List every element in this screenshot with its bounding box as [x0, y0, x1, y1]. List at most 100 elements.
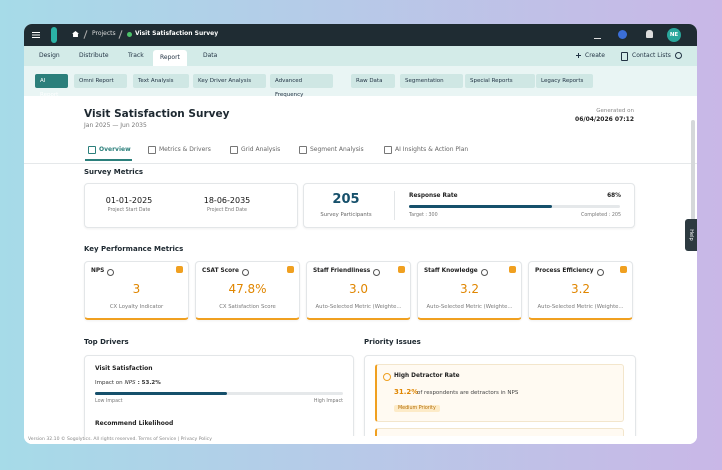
kpi-badge: [509, 266, 516, 273]
driver-impact: Impact on NPS: 53.2%: [95, 380, 161, 386]
scrollbar: [691, 120, 695, 220]
avatar[interactable]: NE: [667, 28, 681, 42]
info-icon: [107, 269, 114, 276]
separator: [83, 30, 88, 39]
nav-tab[interactable]: Track: [128, 52, 144, 59]
response-value: 68%: [607, 193, 621, 199]
date-label: Project Start Date: [107, 208, 151, 213]
drivers-card: Visit Satisfaction Impact on NPS: 53.2% Low…: [84, 355, 354, 444]
kpi-value: 47.8%: [228, 282, 267, 296]
tab-underline: [85, 159, 132, 161]
breadcrumb-projects[interactable]: Projects: [92, 30, 116, 37]
nav-tab[interactable]: Report: [153, 50, 187, 66]
top-bar: Projects Visit Satisfaction Survey NE: [24, 24, 697, 46]
response-card: 205 Survey Participants Response Rate 68% Ta…: [303, 183, 635, 228]
date-value: 01-01-2025: [105, 196, 153, 205]
divider: [394, 191, 395, 220]
kpi-badge: [620, 266, 627, 273]
kpi-name: CSAT Score: [202, 268, 239, 274]
nav-tab[interactable]: Data: [203, 52, 218, 59]
tab-icon: [148, 146, 156, 154]
priority-icon: [383, 373, 391, 381]
priority-item: High Detractor Rate 31.2% of respondents a…: [375, 364, 624, 422]
toolbar-button[interactable]: Key Driver Analysis: [193, 74, 266, 88]
nav-tab[interactable]: Distribute: [79, 52, 109, 59]
report-subtitle: Jan 2025 — Jun 2035: [84, 122, 147, 129]
kpi-name: Process Efficiency: [535, 268, 594, 274]
section-heading: Key Performance Metrics: [84, 245, 184, 253]
create-icon: [578, 53, 579, 58]
impact-low: Low Impact: [95, 399, 123, 404]
breadcrumb-survey[interactable]: Visit Satisfaction Survey: [135, 30, 219, 37]
toolbar-button[interactable]: Special Reports: [465, 74, 535, 88]
info-icon: [597, 269, 604, 276]
toolbar-button[interactable]: Omni Report: [74, 74, 127, 88]
status-dot: [127, 32, 132, 37]
footer: Version 32.10 © Sogolytics. All rights r…: [28, 437, 212, 442]
report-tab[interactable]: AI Insights & Action Plan: [395, 146, 469, 153]
kpi-value: 3: [132, 282, 141, 296]
impact-impact-prefix: Impact on: [95, 380, 123, 386]
date-value: 18-06-2035: [203, 196, 251, 205]
report-tab[interactable]: Metrics & Drivers: [159, 146, 211, 153]
kpi-value: 3.0: [348, 282, 369, 296]
target-label: Target : 300: [409, 213, 438, 218]
priority-title: High Detractor Rate: [394, 373, 460, 379]
kpi-caption: Auto-Selected Metric (Weighte...: [537, 304, 624, 310]
info-icon: [481, 269, 488, 276]
nav-action[interactable]: Create: [585, 52, 605, 59]
generated-label: Generated on: [596, 108, 634, 114]
tab-icon: [230, 146, 238, 154]
nav-tab[interactable]: Design: [39, 52, 60, 59]
toolbar-button[interactable]: Text Analysis: [133, 74, 189, 88]
download-icon[interactable]: [594, 31, 601, 39]
report-tab[interactable]: Grid Analysis: [241, 146, 281, 153]
toolbar-button[interactable]: Segmentation: [400, 74, 463, 88]
kpi-card: NPS 3 CX Loyalty Indicator: [84, 261, 189, 320]
tab-icon: [88, 146, 96, 154]
report-tab[interactable]: Segment Analysis: [310, 146, 364, 153]
bell-icon[interactable]: [646, 30, 653, 38]
report-tab[interactable]: Overview: [99, 146, 131, 153]
kpi-card: Staff Friendliness 3.0 Auto-Selected Metri…: [306, 261, 411, 320]
toolbar-button[interactable]: AI Report: [35, 74, 68, 98]
kpi-badge: [398, 266, 405, 273]
impact-high: High Impact: [313, 399, 343, 404]
toolbar-button[interactable]: Raw Data: [351, 74, 395, 88]
nav-action[interactable]: Contact Lists: [632, 52, 671, 59]
help-tab[interactable]: Help: [685, 219, 697, 251]
toolbar-button[interactable]: Legacy Reports: [536, 74, 593, 88]
section-heading: Priority Issues: [364, 338, 421, 346]
info-icon: [373, 269, 380, 276]
contact-icon: [621, 52, 628, 61]
kpi-value: 3.2: [570, 282, 591, 296]
kpi-caption: Auto-Selected Metric (Weighte...: [315, 304, 402, 310]
driver-name: Visit Satisfaction: [95, 365, 153, 372]
priority-badge: Medium Priority: [394, 405, 440, 412]
section-heading: Top Drivers: [84, 338, 129, 346]
window: Projects Visit Satisfaction Survey NE De…: [24, 24, 697, 444]
dates-card: 01-01-2025 Project Start Date 18-06-2035 Pr…: [84, 183, 298, 228]
completed-label: Completed : 205: [581, 213, 621, 218]
priority-highlight: 31.2%: [394, 388, 419, 396]
kpi-name: Staff Knowledge: [424, 268, 478, 274]
kpi-caption: CX Satisfaction Score: [219, 304, 276, 310]
logo: [51, 27, 57, 43]
participants-label: Survey Participants: [320, 212, 372, 218]
tab-icon: [384, 146, 392, 154]
assistant-icon[interactable]: [618, 30, 627, 39]
home-icon[interactable]: [72, 31, 79, 37]
report-title: Visit Satisfaction Survey: [84, 108, 230, 120]
toolbar-button[interactable]: Advanced Frequency: [270, 74, 333, 98]
tab-divider: [24, 163, 697, 164]
help-label[interactable]: Help: [688, 229, 694, 241]
help-icon: [675, 52, 682, 59]
section-heading: Survey Metrics: [84, 168, 144, 176]
impact-fill: [95, 392, 227, 395]
menu-icon[interactable]: [32, 32, 40, 33]
date-label: Project End Date: [206, 208, 248, 213]
driver-name: Recommend Likelihood: [95, 420, 174, 427]
kpi-badge: [287, 266, 294, 273]
kpi-value: 3.2: [459, 282, 480, 296]
